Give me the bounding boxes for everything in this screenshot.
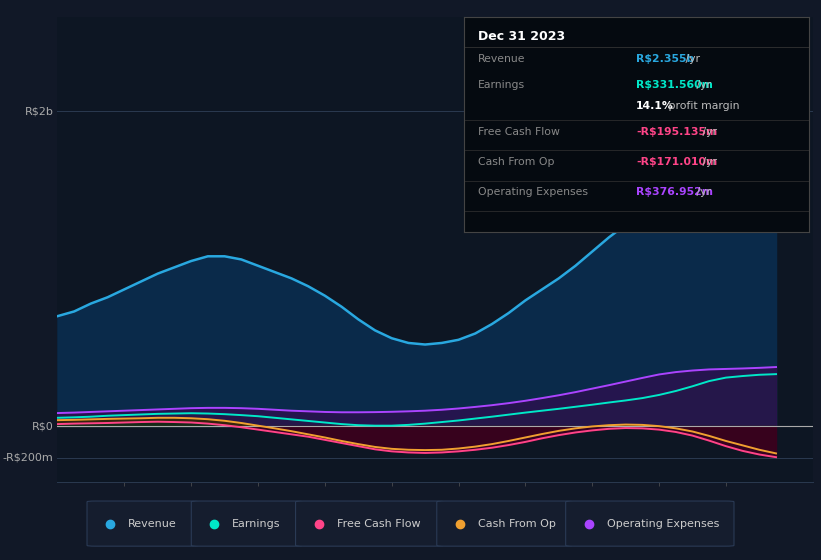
Text: R$376.952m: R$376.952m — [636, 188, 713, 197]
Text: 14.1%: 14.1% — [636, 101, 674, 111]
Text: R$2.355b: R$2.355b — [636, 54, 695, 64]
FancyBboxPatch shape — [566, 501, 734, 546]
Text: Free Cash Flow: Free Cash Flow — [478, 127, 560, 137]
Text: Operating Expenses: Operating Expenses — [607, 519, 719, 529]
Text: Operating Expenses: Operating Expenses — [478, 188, 588, 197]
Text: Cash From Op: Cash From Op — [478, 157, 554, 167]
Text: -R$200m: -R$200m — [3, 453, 53, 463]
Text: Revenue: Revenue — [128, 519, 177, 529]
FancyBboxPatch shape — [296, 501, 443, 546]
Text: profit margin: profit margin — [665, 101, 739, 111]
Text: -R$171.010m: -R$171.010m — [636, 157, 718, 167]
Text: R$0: R$0 — [32, 422, 53, 431]
Text: Free Cash Flow: Free Cash Flow — [337, 519, 420, 529]
Text: /yr: /yr — [699, 127, 717, 137]
Text: Earnings: Earnings — [478, 80, 525, 90]
Text: Dec 31 2023: Dec 31 2023 — [478, 30, 565, 43]
FancyBboxPatch shape — [87, 501, 198, 546]
Text: /yr: /yr — [699, 157, 717, 167]
Text: -R$195.135m: -R$195.135m — [636, 127, 718, 137]
Text: /yr: /yr — [693, 80, 711, 90]
FancyBboxPatch shape — [191, 501, 302, 546]
Text: R$2b: R$2b — [25, 106, 53, 116]
Text: /yr: /yr — [693, 188, 711, 197]
Text: Earnings: Earnings — [232, 519, 281, 529]
Text: Cash From Op: Cash From Op — [478, 519, 556, 529]
Text: /yr: /yr — [681, 54, 699, 64]
Text: R$331.560m: R$331.560m — [636, 80, 713, 90]
FancyBboxPatch shape — [437, 501, 572, 546]
Text: Revenue: Revenue — [478, 54, 525, 64]
